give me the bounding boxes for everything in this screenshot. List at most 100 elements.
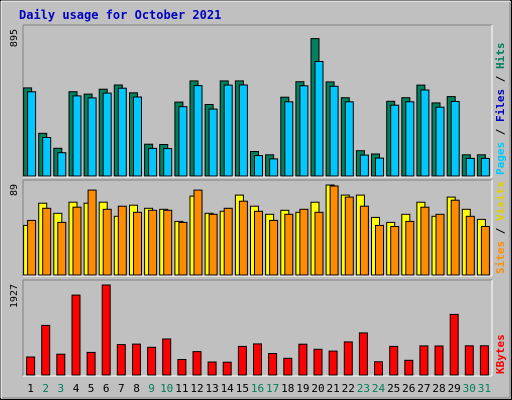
x-tick-label-day-8: 8 [133, 382, 140, 395]
bar-mid-sites-day-28 [435, 213, 445, 276]
bar-mid-sites-day-12 [193, 189, 203, 276]
panel-mid-ymax-label: 89 [9, 184, 20, 196]
x-tick-label-day-15: 15 [236, 382, 249, 395]
legend-kbytes: KBytes [494, 334, 507, 374]
bar-bot-kbytes-day-27 [419, 345, 429, 376]
bar-top-pages-day-16 [254, 155, 263, 177]
bar-bot-kbytes-day-6 [101, 284, 111, 376]
x-tick-label-day-30: 30 [463, 382, 476, 395]
bar-bot-kbytes-day-1 [26, 356, 36, 376]
bar-mid-sites-day-20 [314, 211, 324, 276]
bar-top-pages-day-30 [465, 157, 475, 177]
bar-mid-sites-day-17 [269, 219, 279, 276]
bar-bot-kbytes-day-14 [222, 361, 232, 376]
bar-top-pages-day-20 [314, 61, 324, 177]
panel-mid-legend: Sites / Visits [494, 181, 507, 274]
bar-bot-kbytes-day-28 [434, 345, 444, 376]
bar-bot-kbytes-day-15 [237, 345, 247, 376]
bar-top-pages-day-12 [193, 85, 203, 177]
x-tick-label-day-1: 1 [27, 382, 34, 395]
bar-mid-sites-day-15 [238, 200, 248, 276]
x-tick-label-day-17: 17 [266, 382, 279, 395]
bar-top-pages-day-18 [284, 101, 294, 177]
bar-bot-kbytes-day-30 [464, 345, 474, 376]
bar-top-pages-day-31 [480, 157, 490, 177]
bar-bot-kbytes-day-7 [116, 344, 126, 376]
x-tick-label-day-7: 7 [118, 382, 125, 395]
x-tick-label-day-14: 14 [221, 382, 235, 395]
bar-mid-sites-day-5 [87, 189, 97, 276]
bar-bot-kbytes-day-5 [86, 351, 96, 376]
bar-mid-sites-day-22 [344, 196, 354, 276]
bar-bot-kbytes-day-8 [132, 343, 141, 376]
x-tick-label-day-27: 27 [417, 382, 430, 395]
bar-top-pages-day-22 [344, 101, 354, 177]
bar-top-pages-day-23 [359, 154, 369, 177]
legend-hits: Hits [494, 43, 507, 70]
bar-bot-kbytes-day-29 [449, 313, 459, 376]
bar-mid-sites-day-7 [117, 205, 127, 276]
bar-bot-kbytes-day-12 [192, 351, 202, 376]
x-tick-label-day-18: 18 [281, 382, 294, 395]
bar-bot-kbytes-day-10 [162, 338, 172, 376]
bar-top-pages-day-3 [57, 152, 67, 177]
x-tick-label-day-16: 16 [251, 382, 264, 395]
bar-mid-sites-day-23 [359, 205, 369, 276]
bar-top-pages-day-10 [163, 148, 173, 177]
bar-top-pages-day-14 [223, 84, 233, 177]
chart-title: Daily usage for October 2021 [19, 8, 221, 22]
bar-bot-kbytes-day-31 [479, 345, 489, 376]
x-tick-label-day-31: 31 [478, 382, 491, 395]
panel-bot-ymax-label: 1927 [9, 284, 20, 308]
bar-top-pages-day-17 [269, 158, 279, 177]
x-tick-label-day-12: 12 [190, 382, 203, 395]
x-tick-label-day-24: 24 [372, 382, 386, 395]
bar-bot-kbytes-day-9 [147, 346, 157, 376]
x-tick-label-day-28: 28 [432, 382, 445, 395]
bar-bot-kbytes-day-11 [177, 359, 187, 376]
legend-visits: Visits [494, 181, 507, 221]
bar-top-pages-day-29 [450, 101, 460, 177]
bar-top-pages-day-15 [238, 84, 248, 177]
legend-files: Files [494, 89, 507, 122]
bar-mid-sites-day-8 [133, 211, 142, 276]
bar-mid-sites-day-13 [208, 213, 218, 276]
x-tick-label-day-6: 6 [103, 382, 110, 395]
bar-bot-kbytes-day-22 [343, 341, 353, 376]
bar-top-pages-day-2 [42, 137, 52, 177]
legend-pages: Pages [494, 142, 507, 175]
bar-mid-sites-day-9 [148, 209, 158, 276]
bar-mid-sites-day-3 [57, 221, 67, 276]
bar-top-pages-day-28 [435, 106, 445, 177]
x-tick-label-day-13: 13 [205, 382, 218, 395]
bar-top-pages-day-13 [208, 108, 218, 177]
x-tick-label-day-20: 20 [311, 382, 324, 395]
bar-top-pages-day-6 [102, 92, 112, 177]
x-tick-label-day-19: 19 [296, 382, 309, 395]
bar-mid-sites-day-27 [420, 206, 430, 276]
bar-top-pages-day-9 [148, 147, 158, 177]
x-tick-label-day-3: 3 [57, 382, 64, 395]
bar-bot-kbytes-day-16 [253, 343, 262, 376]
x-tick-label-day-29: 29 [448, 382, 461, 395]
bar-mid-sites-day-2 [42, 207, 52, 276]
bar-mid-sites-day-4 [72, 206, 82, 276]
bar-bot-kbytes-day-19 [298, 343, 308, 376]
x-tick-label-day-9: 9 [148, 382, 155, 395]
x-tick-label-day-10: 10 [160, 382, 173, 395]
bar-top-pages-day-27 [420, 89, 430, 177]
bar-top-pages-day-21 [329, 85, 339, 177]
panel-bot-legend: KBytes [494, 334, 507, 374]
x-tick-label-day-5: 5 [88, 382, 95, 395]
bar-mid-sites-day-31 [480, 226, 490, 276]
bar-top-pages-day-1 [27, 91, 37, 177]
panel-top-ymax-label: 895 [9, 29, 20, 47]
bar-mid-sites-day-11 [178, 221, 188, 276]
x-tick-label-day-21: 21 [326, 382, 339, 395]
bar-top-pages-day-7 [117, 87, 127, 177]
bar-mid-sites-day-1 [27, 219, 37, 276]
bar-mid-sites-day-30 [465, 215, 475, 276]
bar-top-pages-day-5 [87, 97, 97, 177]
bar-mid-sites-day-10 [163, 209, 173, 276]
